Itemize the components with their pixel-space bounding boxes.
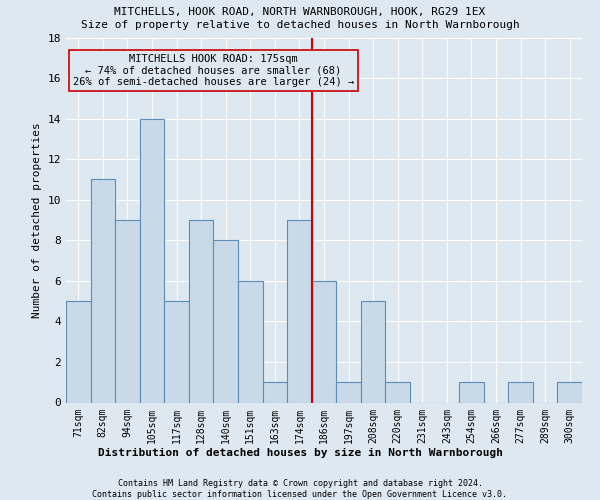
Bar <box>557 382 582 402</box>
Bar <box>312 281 336 402</box>
Text: MITCHELLS HOOK ROAD: 175sqm
← 74% of detached houses are smaller (68)
26% of sem: MITCHELLS HOOK ROAD: 175sqm ← 74% of det… <box>73 54 354 87</box>
Bar <box>361 301 385 402</box>
Text: MITCHELLS, HOOK ROAD, NORTH WARNBOROUGH, HOOK, RG29 1EX: MITCHELLS, HOOK ROAD, NORTH WARNBOROUGH,… <box>115 8 485 18</box>
Bar <box>189 220 214 402</box>
Bar <box>263 382 287 402</box>
Bar <box>164 301 189 402</box>
Text: Distribution of detached houses by size in North Warnborough: Distribution of detached houses by size … <box>97 448 503 458</box>
Bar <box>91 180 115 402</box>
Y-axis label: Number of detached properties: Number of detached properties <box>32 122 42 318</box>
Bar <box>336 382 361 402</box>
Bar <box>385 382 410 402</box>
Bar <box>140 118 164 403</box>
Bar <box>214 240 238 402</box>
Bar <box>287 220 312 402</box>
Bar <box>238 281 263 402</box>
Bar <box>115 220 140 402</box>
Text: Contains public sector information licensed under the Open Government Licence v3: Contains public sector information licen… <box>92 490 508 499</box>
Text: Contains HM Land Registry data © Crown copyright and database right 2024.: Contains HM Land Registry data © Crown c… <box>118 479 482 488</box>
Bar <box>508 382 533 402</box>
Bar <box>66 301 91 402</box>
Bar <box>459 382 484 402</box>
Text: Size of property relative to detached houses in North Warnborough: Size of property relative to detached ho… <box>80 20 520 30</box>
